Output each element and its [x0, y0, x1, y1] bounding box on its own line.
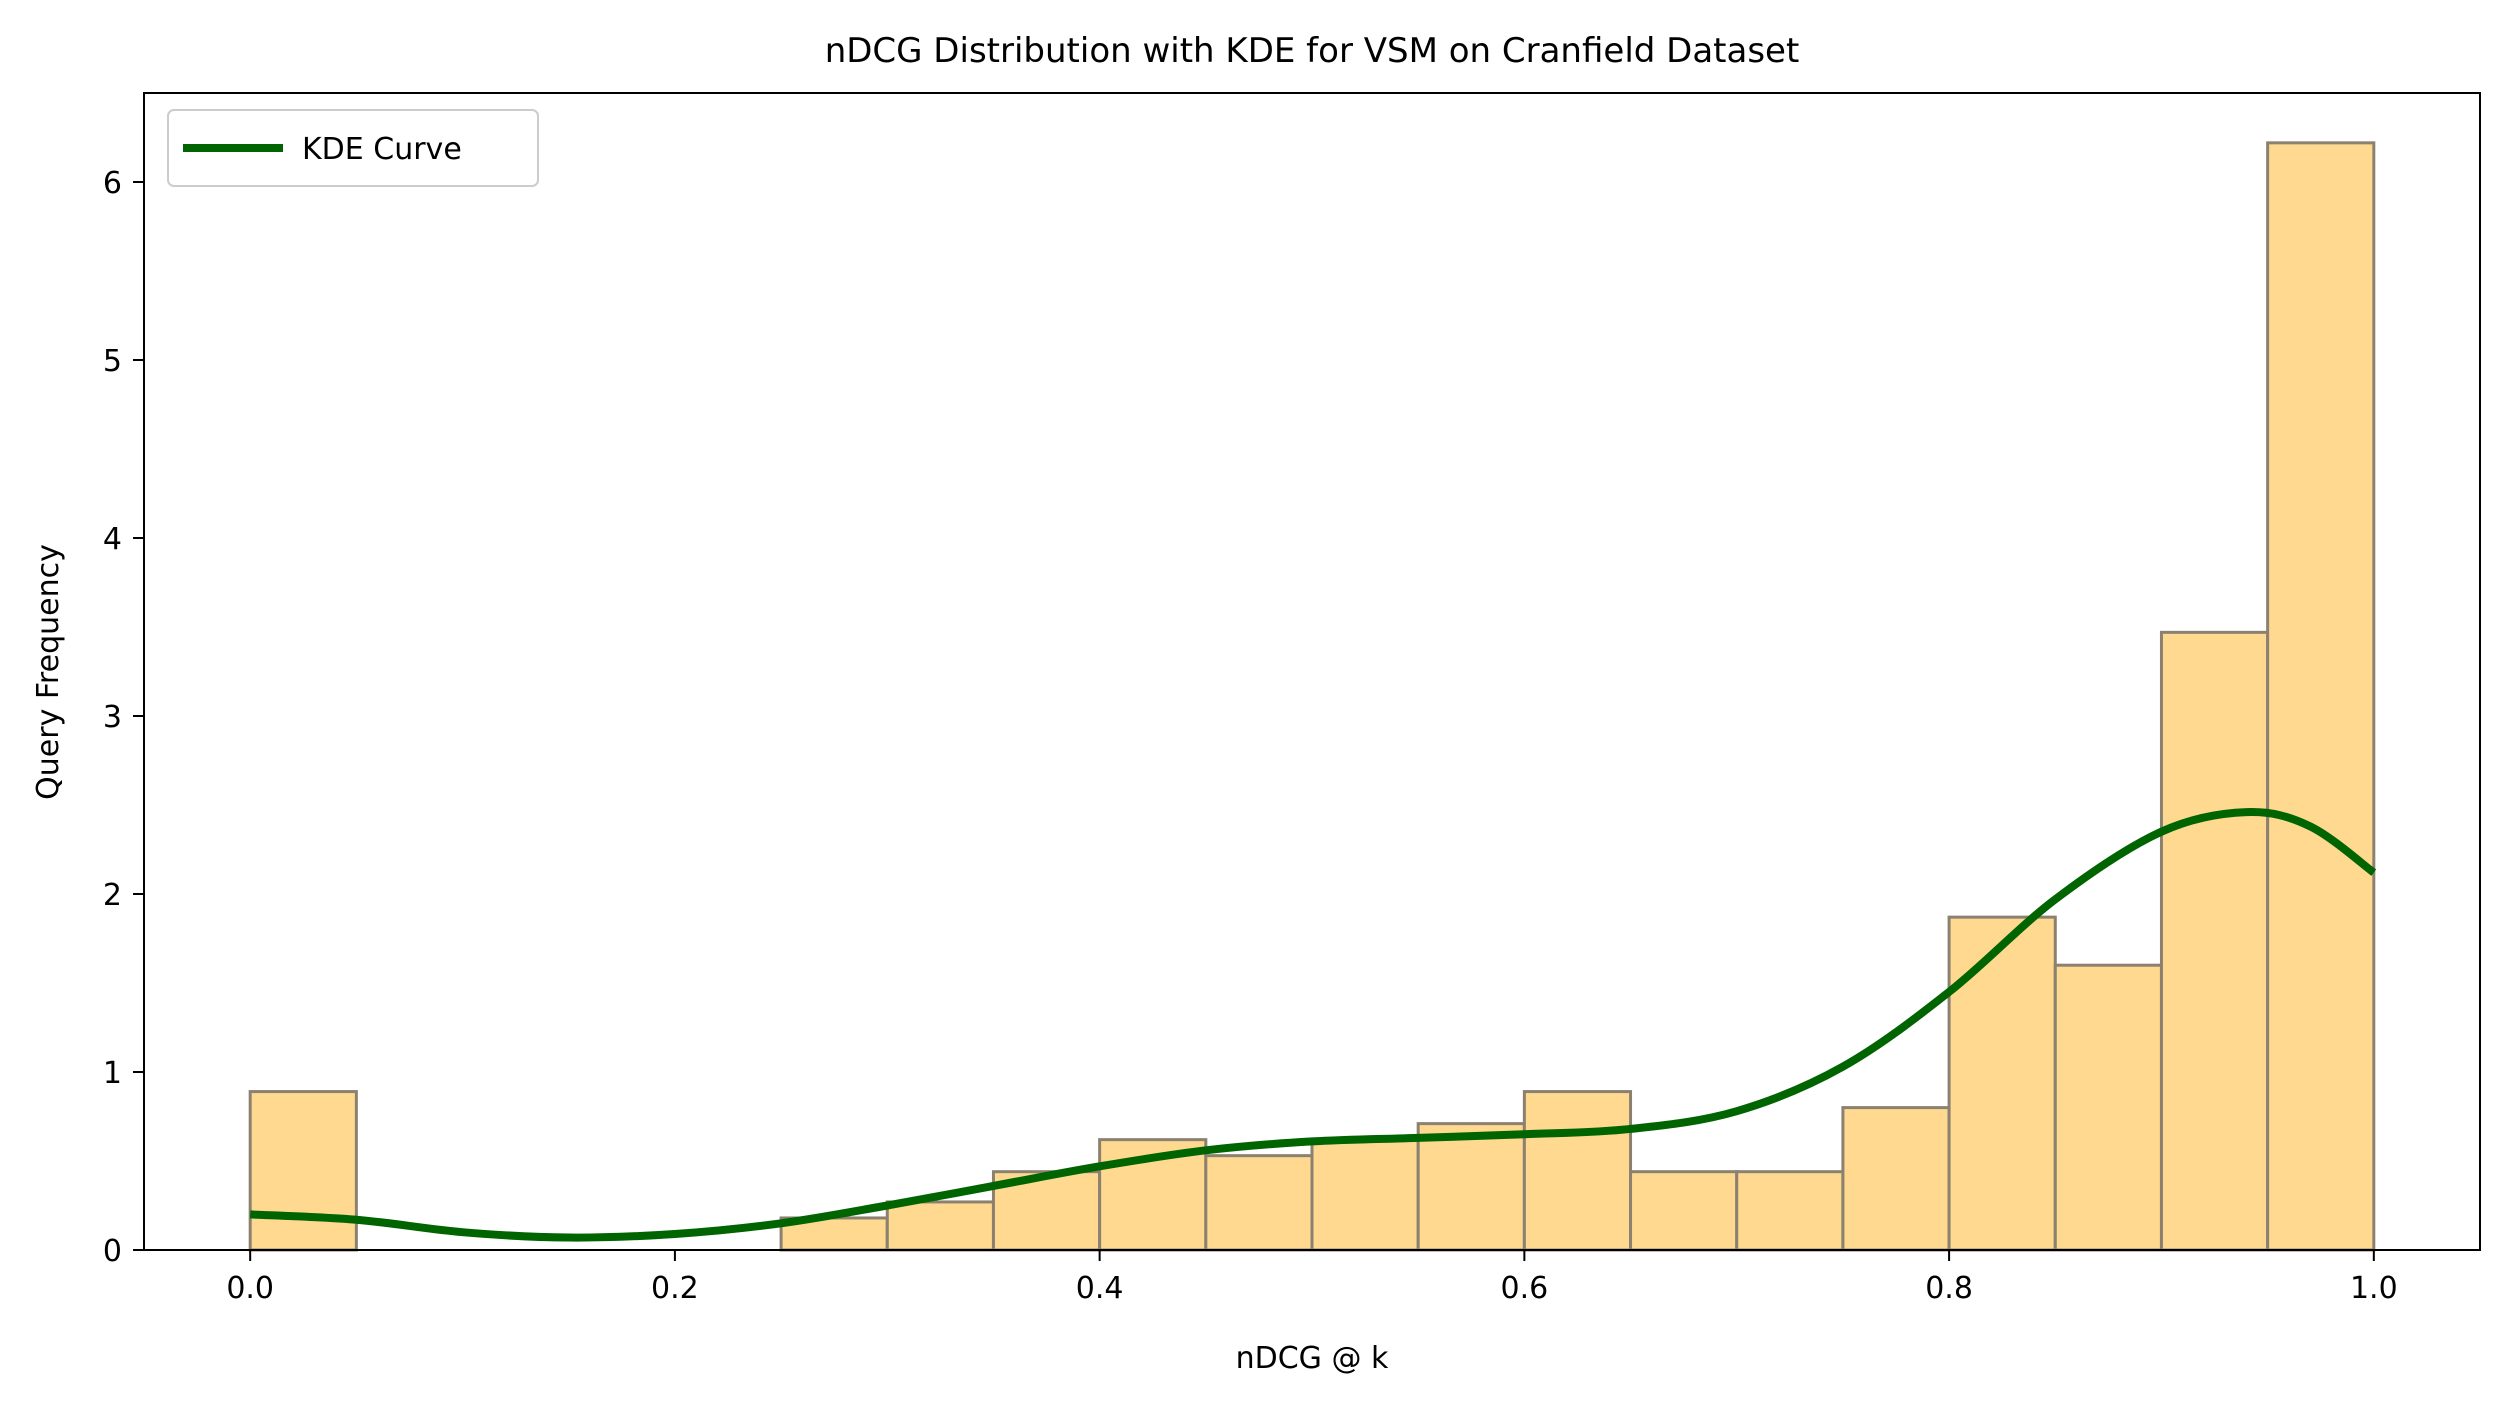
x-axis: 0.0 0.2 0.4 0.6 0.8 1.0: [226, 1250, 2398, 1306]
histogram-bar: [1629, 1170, 1739, 1252]
histogram-bar: [1841, 1106, 1951, 1252]
histogram-bar: [1522, 1090, 1633, 1252]
histogram-bar: [1310, 1138, 1420, 1252]
plot-frame: [143, 92, 2481, 1251]
x-tick-label: 1.0: [2350, 1271, 2398, 1306]
legend-kde-label: KDE Curve: [302, 132, 462, 167]
y-tick-label: 2: [103, 878, 122, 913]
y-tick-label: 1: [103, 1056, 122, 1091]
x-tick-label: 0.8: [1925, 1271, 1973, 1306]
histogram-bar: [1416, 1122, 1526, 1252]
x-tick-label: 0.0: [226, 1271, 274, 1306]
y-tick-label: 6: [103, 166, 122, 201]
histogram-bar: [2159, 630, 2270, 1252]
histogram-bar: [885, 1200, 995, 1252]
y-tick-label: 4: [103, 522, 122, 557]
histogram-bar: [1947, 915, 2057, 1252]
y-tick-label: 0: [103, 1234, 122, 1269]
legend-box: [167, 109, 539, 187]
histogram-bar: [2266, 141, 2376, 1252]
chart-title: nDCG Distribution with KDE for VSM on Cr…: [825, 31, 1800, 71]
legend: KDE Curve: [167, 109, 539, 187]
histogram-bar: [1204, 1154, 1314, 1252]
y-axis-label: Query Frequency: [31, 544, 66, 800]
x-axis-label: nDCG @ k: [1236, 1341, 1389, 1376]
y-tick-label: 5: [103, 344, 122, 379]
histogram-bar: [1735, 1170, 1845, 1252]
kde-curve: [249, 808, 2377, 1242]
y-tick-label: 3: [103, 700, 122, 735]
histogram-bars: [248, 141, 2376, 1252]
histogram-bar: [248, 1090, 358, 1252]
x-tick-label: 0.4: [1076, 1271, 1124, 1306]
y-axis: 0 1 2 3 4 5 6: [103, 166, 144, 1269]
x-tick-label: 0.2: [651, 1271, 699, 1306]
histogram-bar: [2053, 963, 2163, 1252]
kde-layer: [249, 808, 2377, 1242]
x-tick-label: 0.6: [1501, 1271, 1549, 1306]
